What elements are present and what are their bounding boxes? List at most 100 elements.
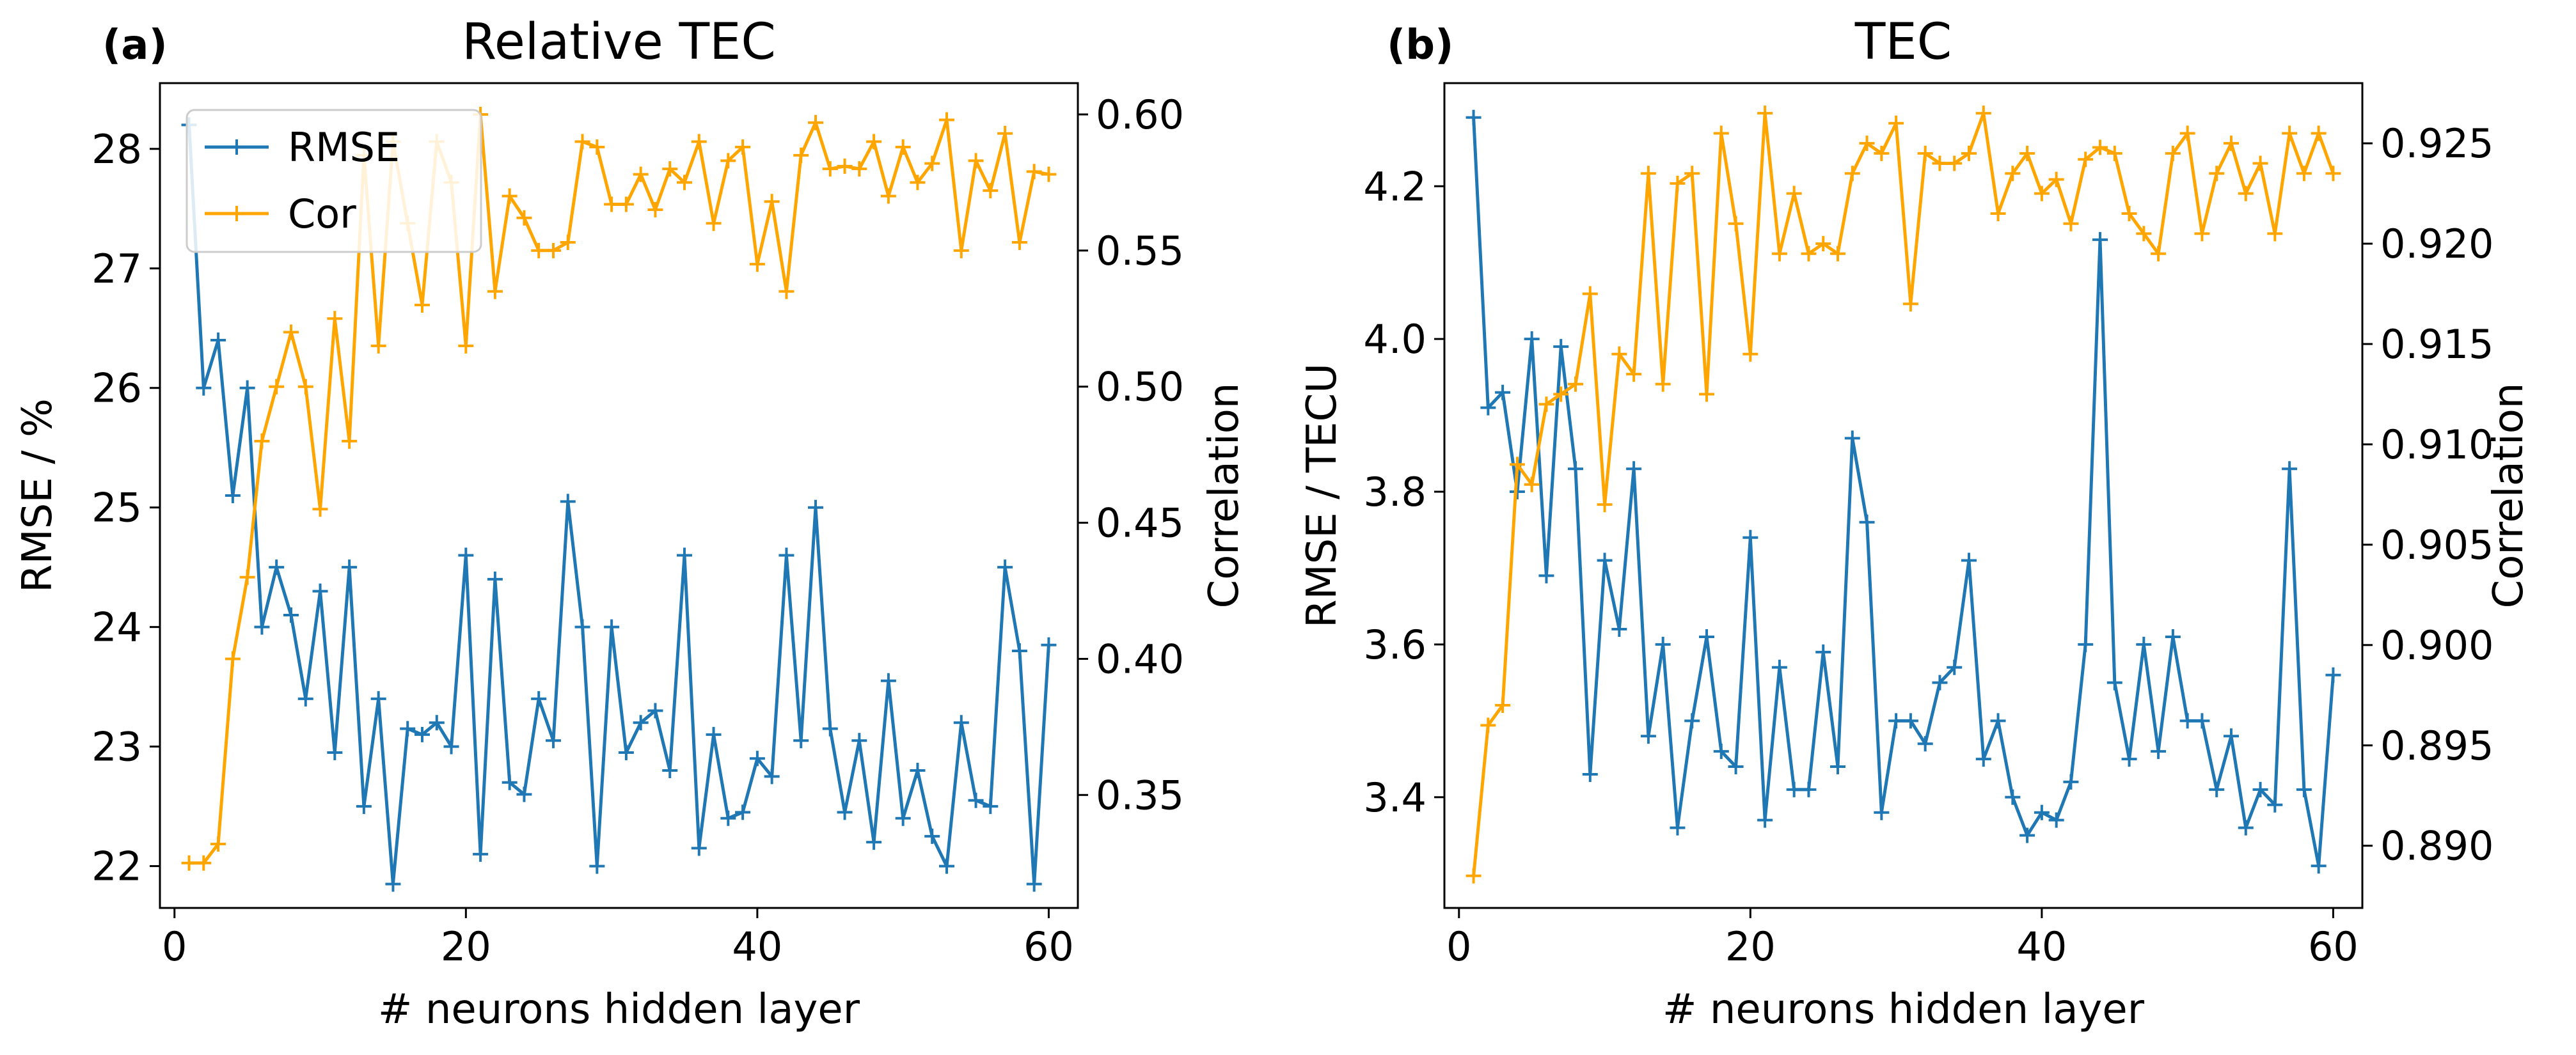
- data-point-rmse: [589, 858, 605, 874]
- data-point-cor: [1932, 155, 1948, 171]
- data-point-rmse: [1568, 461, 1583, 477]
- data-point-rmse: [2179, 713, 2195, 729]
- data-point-cor: [910, 175, 926, 191]
- data-point-cor: [1553, 386, 1569, 402]
- x-tick-label: 60: [1023, 923, 1074, 970]
- data-point-rmse: [2209, 781, 2225, 797]
- data-point-cor: [895, 139, 911, 155]
- data-point-rmse: [546, 733, 561, 749]
- data-point-cor: [939, 112, 954, 128]
- data-point-rmse: [851, 733, 867, 749]
- data-point-rmse: [2106, 675, 2122, 691]
- data-point-rmse: [312, 583, 328, 599]
- data-point-rmse: [1859, 514, 1875, 530]
- data-point-cor: [1670, 175, 1686, 191]
- data-point-rmse: [1975, 751, 1991, 767]
- data-point-rmse: [793, 733, 809, 749]
- data-point-rmse: [968, 792, 984, 808]
- y2-tick-label: 0.905: [2380, 522, 2494, 568]
- y2-tick-label: 0.60: [1096, 91, 1184, 138]
- chart-title: TEC: [1854, 13, 1952, 71]
- data-point-cor: [2063, 215, 2079, 231]
- data-point-cor: [1026, 164, 1042, 180]
- data-point-cor: [691, 134, 707, 150]
- data-point-rmse: [677, 547, 692, 563]
- data-point-rmse: [1655, 636, 1671, 652]
- x-axis-label: # neurons hidden layer: [378, 986, 860, 1033]
- y-tick-label: 25: [91, 485, 142, 531]
- legend-entry-rmse: RMSE: [288, 124, 400, 171]
- data-point-rmse: [574, 619, 590, 635]
- data-point-cor: [2019, 145, 2035, 161]
- data-point-cor: [2194, 226, 2210, 242]
- data-point-cor: [1538, 396, 1554, 412]
- data-point-rmse: [924, 828, 940, 844]
- data-point-cor: [706, 215, 722, 231]
- data-point-cor: [1495, 697, 1511, 713]
- data-point-rmse: [1888, 713, 1904, 729]
- y2-tick-label: 0.50: [1096, 364, 1184, 410]
- data-point-rmse: [1553, 339, 1569, 355]
- data-point-cor: [749, 256, 765, 272]
- data-point-cor: [720, 153, 736, 169]
- data-point-rmse: [2151, 744, 2167, 760]
- data-point-cor: [1975, 106, 1991, 121]
- y-tick-label: 3.4: [1363, 774, 1426, 821]
- data-point-rmse: [997, 559, 1013, 575]
- data-point-rmse: [2282, 461, 2298, 477]
- data-point-cor: [487, 283, 503, 299]
- data-point-rmse: [400, 721, 416, 737]
- data-point-cor: [735, 139, 751, 155]
- data-point-cor: [2311, 125, 2327, 141]
- data-point-cor: [1830, 246, 1845, 262]
- data-point-rmse: [764, 769, 780, 785]
- y2-tick-label: 0.55: [1096, 228, 1184, 274]
- data-point-rmse: [1932, 675, 1948, 691]
- data-point-rmse: [983, 799, 999, 815]
- y2-tick-label: 0.915: [2380, 321, 2494, 368]
- data-point-cor: [589, 139, 605, 155]
- data-point-cor: [2267, 226, 2283, 242]
- data-point-cor: [837, 158, 853, 174]
- x-tick-label: 40: [2016, 923, 2067, 970]
- data-point-rmse: [2048, 812, 2064, 828]
- data-point-rmse: [647, 703, 663, 719]
- data-point-cor: [1815, 236, 1831, 252]
- data-point-rmse: [1699, 629, 1714, 645]
- data-point-rmse: [327, 744, 343, 760]
- data-point-cor: [662, 161, 678, 177]
- data-point-rmse: [1713, 744, 1729, 760]
- data-point-cor: [1728, 215, 1744, 231]
- x-tick-label: 20: [1725, 923, 1776, 970]
- data-point-cor: [822, 161, 838, 177]
- y-tick-label: 4.0: [1363, 316, 1426, 363]
- data-point-rmse: [1728, 759, 1744, 775]
- plot-area: [1466, 106, 2341, 884]
- data-point-cor: [2252, 155, 2268, 171]
- data-point-rmse: [283, 607, 299, 623]
- data-point-cor: [2224, 136, 2239, 152]
- data-point-cor: [2209, 166, 2225, 182]
- y-tick-label: 27: [91, 246, 142, 292]
- legend-marker-cor: [229, 206, 244, 221]
- data-point-cor: [968, 153, 984, 169]
- data-point-rmse: [1990, 713, 2006, 729]
- data-point-cor: [370, 338, 386, 354]
- data-point-cor: [1480, 717, 1496, 733]
- y2-tick-label: 0.890: [2380, 823, 2494, 870]
- data-point-cor: [808, 114, 823, 130]
- data-point-rmse: [1466, 109, 1482, 125]
- data-point-cor: [560, 235, 576, 251]
- data-point-cor: [604, 196, 620, 212]
- data-point-cor: [516, 210, 532, 226]
- data-point-cor: [647, 201, 663, 217]
- data-point-cor: [2005, 166, 2021, 182]
- data-point-rmse: [778, 547, 794, 563]
- data-point-rmse: [1947, 659, 1963, 675]
- data-point-cor: [327, 311, 343, 327]
- data-point-rmse: [254, 619, 270, 635]
- data-point-cor: [1568, 376, 1583, 392]
- data-point-rmse: [1771, 659, 1787, 675]
- data-point-cor: [1874, 145, 1890, 161]
- data-point-rmse: [531, 691, 547, 707]
